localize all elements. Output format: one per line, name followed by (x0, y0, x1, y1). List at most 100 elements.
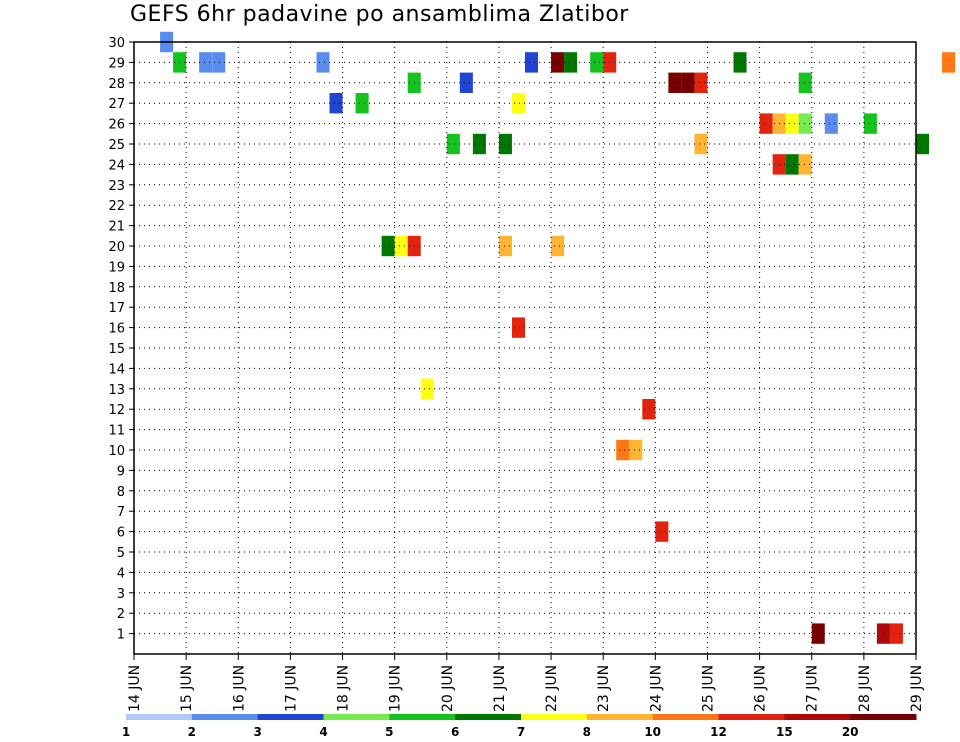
heatmap-cell (876, 623, 890, 644)
heatmap-cell (446, 133, 460, 155)
y-tick-label: 29 (108, 56, 125, 71)
heatmap-cell (863, 113, 877, 134)
y-tick-label: 9 (117, 464, 125, 479)
heatmap-cell (681, 72, 695, 93)
colorbar-label: 4 (319, 725, 327, 739)
colorbar-label: 5 (385, 725, 393, 739)
x-tick-label: 29 JUN (909, 665, 925, 712)
colorbar-segment (323, 714, 390, 720)
y-tick-label: 14 (108, 362, 125, 377)
y-tick-label: 26 (108, 118, 125, 133)
y-tick-label: 28 (108, 77, 125, 92)
heatmap-cell (798, 72, 812, 93)
x-tick-label: 17 JUN (283, 665, 299, 712)
y-tick-label: 30 (108, 36, 125, 51)
y-tick-label: 19 (108, 260, 125, 275)
heatmap-cell (355, 93, 369, 114)
x-tick-label: 18 JUN (336, 665, 352, 712)
colorbar-segment (126, 714, 193, 720)
heatmap-cell (824, 113, 838, 134)
heatmap-cell (511, 93, 525, 114)
x-tick-label: 27 JUN (805, 665, 821, 712)
heatmap-cell (459, 72, 473, 93)
y-tick-label: 5 (117, 546, 125, 561)
y-tick-label: 10 (108, 444, 125, 459)
chart-title: GEFS 6hr padavine po ansamblima Zlatibor (130, 2, 629, 27)
colorbar-label: 7 (517, 725, 525, 739)
x-tick-label: 28 JUN (857, 665, 873, 712)
heatmap-cell (316, 52, 330, 73)
heatmap-cell (798, 154, 812, 175)
colorbar-segment (191, 714, 259, 720)
heatmap-cell (590, 52, 604, 73)
heatmap-cell (785, 113, 799, 134)
heatmap-cell (629, 439, 643, 461)
colorbar-segment (257, 714, 324, 720)
heatmap-cell (942, 52, 956, 73)
heatmap-cell (420, 378, 434, 399)
y-tick-label: 17 (108, 301, 125, 316)
heatmap-cell (616, 439, 630, 461)
colorbar-label: 8 (583, 725, 591, 739)
y-tick-label: 15 (108, 342, 125, 357)
x-tick-label: 25 JUN (700, 665, 716, 712)
colorbar-label: 6 (451, 725, 459, 739)
y-tick-label: 2 (117, 607, 125, 622)
x-tick-label: 20 JUN (440, 665, 456, 712)
y-tick-label: 11 (108, 424, 125, 439)
x-tick-label: 16 JUN (231, 665, 247, 712)
heatmap-cell (564, 52, 578, 73)
y-tick-label: 25 (108, 138, 125, 153)
heatmap-cell (199, 52, 213, 73)
x-tick-label: 15 JUN (179, 665, 195, 712)
x-tick-label: 21 JUN (492, 665, 508, 712)
heatmap-cell (394, 235, 408, 257)
x-tick-label: 24 JUN (648, 665, 664, 712)
y-tick-label: 27 (108, 97, 125, 112)
colorbar-segment (850, 714, 917, 720)
heatmap-cell (694, 72, 708, 93)
colorbar-label: 10 (644, 725, 661, 739)
y-tick-label: 22 (108, 199, 125, 214)
heatmap-cell (811, 623, 825, 644)
heatmap-cell (381, 235, 395, 257)
y-tick-label: 3 (117, 587, 125, 602)
heatmap-cell (785, 154, 799, 175)
y-tick-label: 7 (117, 505, 125, 520)
y-tick-label: 4 (117, 566, 125, 581)
heatmap-cell (916, 133, 930, 155)
colorbar-label: 2 (188, 725, 196, 739)
heatmap-cell (694, 133, 708, 155)
x-tick-label: 19 JUN (388, 665, 404, 712)
heatmap-cell (798, 113, 812, 134)
y-tick-label: 8 (117, 485, 125, 500)
heatmap-cell (212, 52, 226, 73)
heatmap-cell (759, 113, 773, 134)
y-tick-label: 20 (108, 240, 125, 255)
colorbar-segment (784, 714, 851, 720)
y-tick-label: 12 (108, 403, 125, 418)
heatmap-cell (733, 52, 747, 73)
colorbar-label: 15 (776, 725, 793, 739)
y-tick-label: 13 (108, 383, 125, 398)
heatmap-cell (329, 93, 343, 114)
heatmap-cell (551, 235, 565, 257)
heatmap-cell (511, 317, 525, 338)
y-tick-label: 24 (108, 158, 125, 173)
y-tick-label: 6 (117, 526, 125, 541)
colorbar-segment (521, 714, 588, 720)
colorbar-label: 20 (842, 725, 859, 739)
x-tick-label: 14 JUN (127, 665, 143, 712)
heatmap-cell (498, 133, 512, 155)
colorbar-segment (652, 714, 719, 720)
y-tick-label: 16 (108, 322, 125, 337)
heatmap-cell (551, 52, 565, 73)
heatmap-cell (642, 399, 656, 420)
colorbar-segment (389, 714, 456, 720)
x-tick-label: 26 JUN (753, 665, 769, 712)
x-tick-label: 23 JUN (596, 665, 612, 712)
y-tick-label: 23 (108, 179, 125, 194)
y-tick-label: 18 (108, 281, 125, 296)
colorbar-label: 1 (122, 725, 130, 739)
